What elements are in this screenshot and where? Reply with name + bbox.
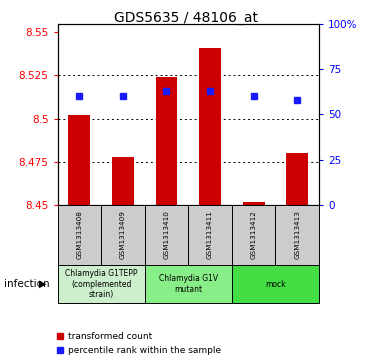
Bar (58, 205, 101, 265)
Bar (232, 205, 276, 265)
Bar (112, 157, 134, 205)
Text: GSM1313409: GSM1313409 (120, 211, 126, 260)
Bar (243, 201, 265, 205)
Bar (58, 265, 145, 303)
Text: infection: infection (4, 279, 49, 289)
Text: GSM1313410: GSM1313410 (164, 211, 170, 260)
Text: ▶: ▶ (39, 279, 46, 289)
Bar (232, 265, 319, 303)
Bar (199, 48, 221, 205)
Bar (145, 205, 188, 265)
Text: Chlamydia G1TEPP
(complemented
strain): Chlamydia G1TEPP (complemented strain) (65, 269, 137, 299)
Text: GSM1313413: GSM1313413 (294, 211, 300, 260)
Bar (286, 153, 308, 205)
Text: GSM1313412: GSM1313412 (251, 211, 257, 260)
Bar (188, 205, 232, 265)
Bar (145, 265, 232, 303)
Bar (155, 77, 177, 205)
Text: GSM1313411: GSM1313411 (207, 211, 213, 260)
Bar (101, 205, 145, 265)
Legend: transformed count, percentile rank within the sample: transformed count, percentile rank withi… (53, 329, 225, 359)
Text: Chlamydia G1V
mutant: Chlamydia G1V mutant (159, 274, 218, 294)
Text: mock: mock (265, 280, 286, 289)
Text: GSM1313408: GSM1313408 (76, 211, 82, 260)
Bar (275, 205, 319, 265)
Text: GDS5635 / 48106_at: GDS5635 / 48106_at (114, 11, 257, 25)
Bar (68, 115, 90, 205)
